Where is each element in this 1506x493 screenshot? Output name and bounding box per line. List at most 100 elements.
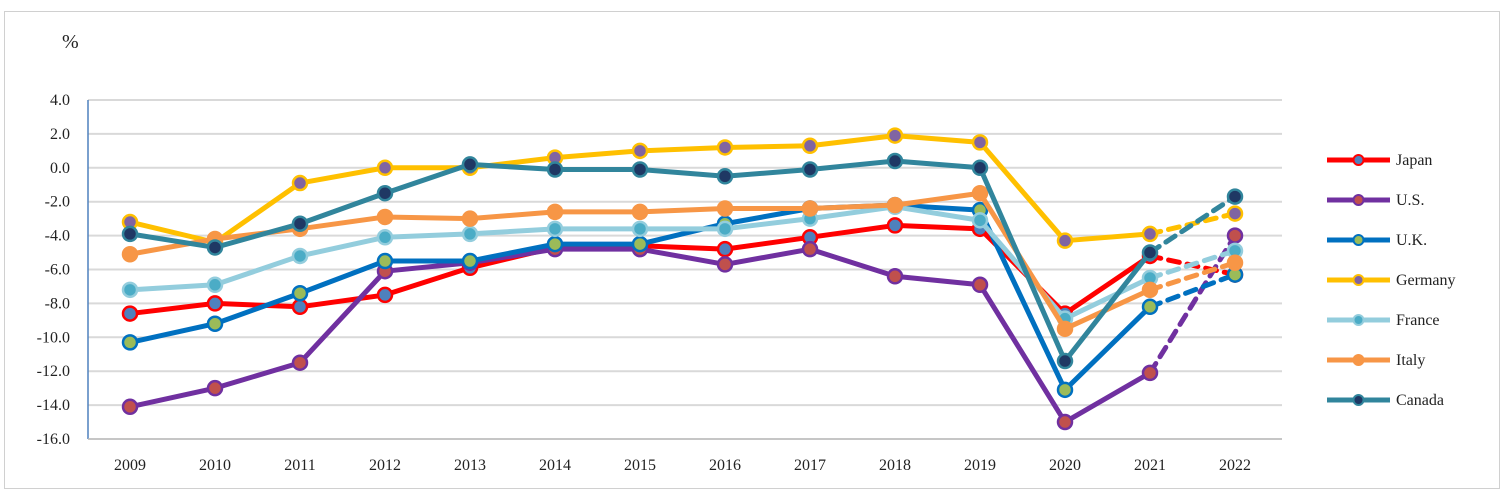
x-tick-label: 2011 [284, 457, 315, 474]
y-tick-label: -12.0 [37, 363, 70, 380]
data-point [291, 215, 309, 232]
x-tick-label: 2014 [539, 457, 571, 474]
x-tick-label: 2022 [1219, 457, 1251, 474]
y-tick-label: -4.0 [45, 228, 70, 245]
data-point [1056, 232, 1074, 249]
x-tick-label: 2016 [709, 457, 741, 474]
data-point [546, 203, 564, 221]
y-tick-label: 4.0 [50, 92, 70, 109]
series-dashed-segment [1147, 233, 1238, 376]
legend-swatch-marker [1352, 234, 1365, 246]
x-tick-label: 2018 [879, 457, 911, 474]
series-dashed-segment [1147, 260, 1238, 293]
legend-label: U.S. [1396, 192, 1424, 209]
legend-item: Germany [1327, 272, 1456, 289]
chart-frame [4, 11, 1500, 489]
data-point [1226, 227, 1244, 244]
legend-swatch-marker [1352, 194, 1365, 206]
x-tick-label: 2021 [1134, 457, 1166, 474]
data-point [631, 161, 649, 178]
legend-label: Germany [1396, 272, 1456, 289]
x-tick-label: 2017 [794, 457, 826, 474]
data-point [461, 156, 479, 173]
data-point [801, 240, 819, 258]
data-point [716, 168, 734, 185]
data-point [376, 208, 394, 226]
data-point [631, 220, 649, 238]
data-point [376, 286, 394, 304]
legend-swatch-marker [1352, 354, 1365, 366]
x-tick-label: 2010 [199, 457, 231, 474]
data-point [886, 127, 904, 144]
x-tick-label: 2020 [1049, 457, 1081, 474]
data-point [546, 235, 564, 253]
data-point [1226, 254, 1244, 271]
legend-swatch-marker [1352, 154, 1365, 166]
legend: Japan U.S. U.K. Germany France Italy Canada [1327, 152, 1456, 409]
legend-label: U.K. [1396, 232, 1427, 249]
y-tick-label: 2.0 [50, 126, 70, 143]
data-point [206, 295, 224, 312]
data-point [886, 196, 904, 214]
data-point [1056, 381, 1074, 399]
y-tick-label: -14.0 [37, 397, 70, 414]
data-point [716, 220, 734, 238]
legend-swatch-marker [1352, 394, 1365, 406]
data-point [971, 159, 989, 177]
legend-swatch-marker [1352, 314, 1365, 326]
data-point [376, 229, 394, 246]
data-point [631, 235, 649, 253]
data-point [801, 161, 819, 178]
data-point [376, 159, 394, 177]
legend-label: France [1396, 312, 1440, 329]
data-point [1226, 188, 1244, 205]
legend-item: U.S. [1327, 192, 1424, 209]
data-point [461, 252, 479, 270]
data-point [971, 134, 989, 151]
series-line [127, 246, 1153, 425]
data-point [801, 200, 819, 217]
legend-item: Italy [1327, 352, 1425, 369]
data-point [461, 210, 479, 227]
legend-swatch-marker [1352, 274, 1365, 286]
data-point [291, 354, 309, 371]
data-point [291, 298, 309, 316]
data-point [1056, 320, 1074, 338]
y-tick-label: -8.0 [45, 295, 70, 312]
legend-item: France [1327, 312, 1440, 329]
data-point [971, 276, 989, 294]
y-tick-label: 0.0 [50, 160, 70, 177]
data-point [121, 334, 139, 351]
legend-item: U.K. [1327, 232, 1427, 249]
data-point [1141, 225, 1159, 243]
data-point [291, 174, 309, 192]
legend-label: Canada [1396, 392, 1444, 409]
data-point [206, 315, 224, 332]
data-point [206, 379, 224, 397]
data-point [546, 220, 564, 238]
data-point [291, 247, 309, 265]
data-point [461, 225, 479, 243]
series-dashed-segment [1147, 194, 1238, 256]
data-point [1141, 364, 1159, 382]
data-point [1056, 413, 1074, 431]
data-point [376, 184, 394, 202]
data-point [716, 139, 734, 156]
data-point [886, 152, 904, 170]
x-tick-label: 2019 [964, 457, 996, 474]
series-lines [121, 127, 1244, 431]
series-germany [121, 127, 1244, 251]
x-tick-label: 2013 [454, 457, 486, 474]
axes: 4.0 2.0 0.0 -2.0 -4.0 -6.0 -8.0 -10.0 -12.0 -14.0… [37, 92, 1282, 474]
series-dashed-segment [1147, 272, 1238, 310]
data-point [1226, 205, 1244, 222]
x-tick-label: 2012 [369, 457, 401, 474]
series-canada [121, 152, 1244, 370]
data-point [971, 184, 989, 202]
legend-item: Japan [1327, 152, 1432, 169]
data-point [1056, 352, 1074, 370]
y-unit-label: % [62, 31, 79, 53]
data-point [1141, 298, 1159, 316]
data-point [206, 276, 224, 294]
